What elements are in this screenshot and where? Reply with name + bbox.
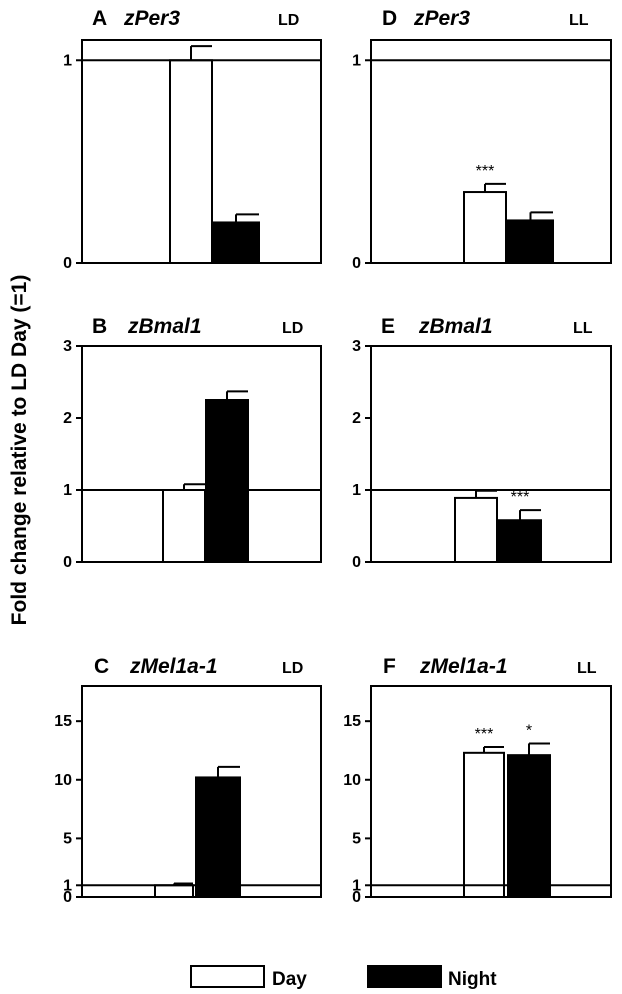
panel-letter: F (383, 655, 396, 678)
panel-condition-label: LD (278, 12, 299, 29)
y-tick-label: 0 (63, 554, 72, 571)
bar-day (162, 489, 206, 563)
panel-gene-title: zMel1a-1 (419, 655, 508, 678)
y-tick-label: 2 (352, 410, 361, 427)
y-tick-label: 1 (352, 482, 361, 499)
y-tick-label: 10 (343, 772, 361, 789)
panel-condition-label: LD (282, 660, 303, 677)
bar-day (169, 59, 213, 265)
y-tick-label: 0 (63, 889, 72, 906)
significance-marker: * (526, 722, 532, 739)
y-tick-label: 0 (63, 255, 72, 272)
legend: Day Night (190, 965, 497, 990)
y-axis-title: Fold change relative to LD Day (=1) (8, 275, 31, 626)
bar-day (463, 191, 507, 264)
legend-label-night: Night (448, 969, 497, 990)
panel-condition-label: LL (577, 660, 597, 677)
y-tick-label: 5 (63, 830, 72, 847)
panel-gene-title: zMel1a-1 (129, 655, 218, 678)
y-tick-label: 0 (352, 889, 361, 906)
y-tick-label: 5 (352, 830, 361, 847)
panel-gene-title: zPer3 (123, 7, 180, 30)
panel-condition-label: LL (573, 320, 593, 337)
y-tick-label: 1 (352, 877, 361, 894)
panel-gene-title: zBmal1 (127, 315, 202, 338)
y-tick-label: 15 (54, 713, 72, 730)
y-tick-label: 0 (352, 255, 361, 272)
y-tick-label: 1 (63, 482, 72, 499)
y-tick-label: 3 (63, 338, 72, 355)
legend-swatch-day (190, 965, 265, 988)
y-tick-label: 1 (352, 52, 361, 69)
panel-gene-title: zBmal1 (418, 315, 493, 338)
bar-night (507, 754, 551, 899)
panel-condition-label: LL (569, 12, 589, 29)
legend-swatch-night (367, 965, 442, 988)
significance-marker: *** (511, 489, 530, 506)
significance-marker: *** (476, 163, 495, 180)
y-tick-label: 15 (343, 713, 361, 730)
y-tick-label: 1 (63, 52, 72, 69)
bar-night (498, 519, 542, 563)
bar-night (205, 399, 249, 563)
legend-label-day: Day (272, 969, 307, 990)
y-tick-label: 3 (352, 338, 361, 355)
y-tick-label: 0 (352, 554, 361, 571)
bar-night (195, 776, 241, 899)
y-tick-label: 2 (63, 410, 72, 427)
panel-letter: A (92, 7, 107, 30)
y-tick-label: 1 (63, 877, 72, 894)
bar-night (507, 219, 554, 265)
bar-day (454, 496, 498, 564)
panel-condition-label: LD (282, 320, 303, 337)
bar-day (154, 884, 194, 898)
panel-letter: B (92, 315, 107, 338)
panel-letter: D (382, 7, 397, 30)
panel-letter: E (381, 315, 395, 338)
significance-marker: *** (475, 726, 494, 743)
y-tick-label: 10 (54, 772, 72, 789)
panel-letter: C (94, 655, 109, 678)
bar-day (463, 751, 505, 898)
panel-gene-title: zPer3 (413, 7, 470, 30)
bar-night (212, 221, 260, 264)
